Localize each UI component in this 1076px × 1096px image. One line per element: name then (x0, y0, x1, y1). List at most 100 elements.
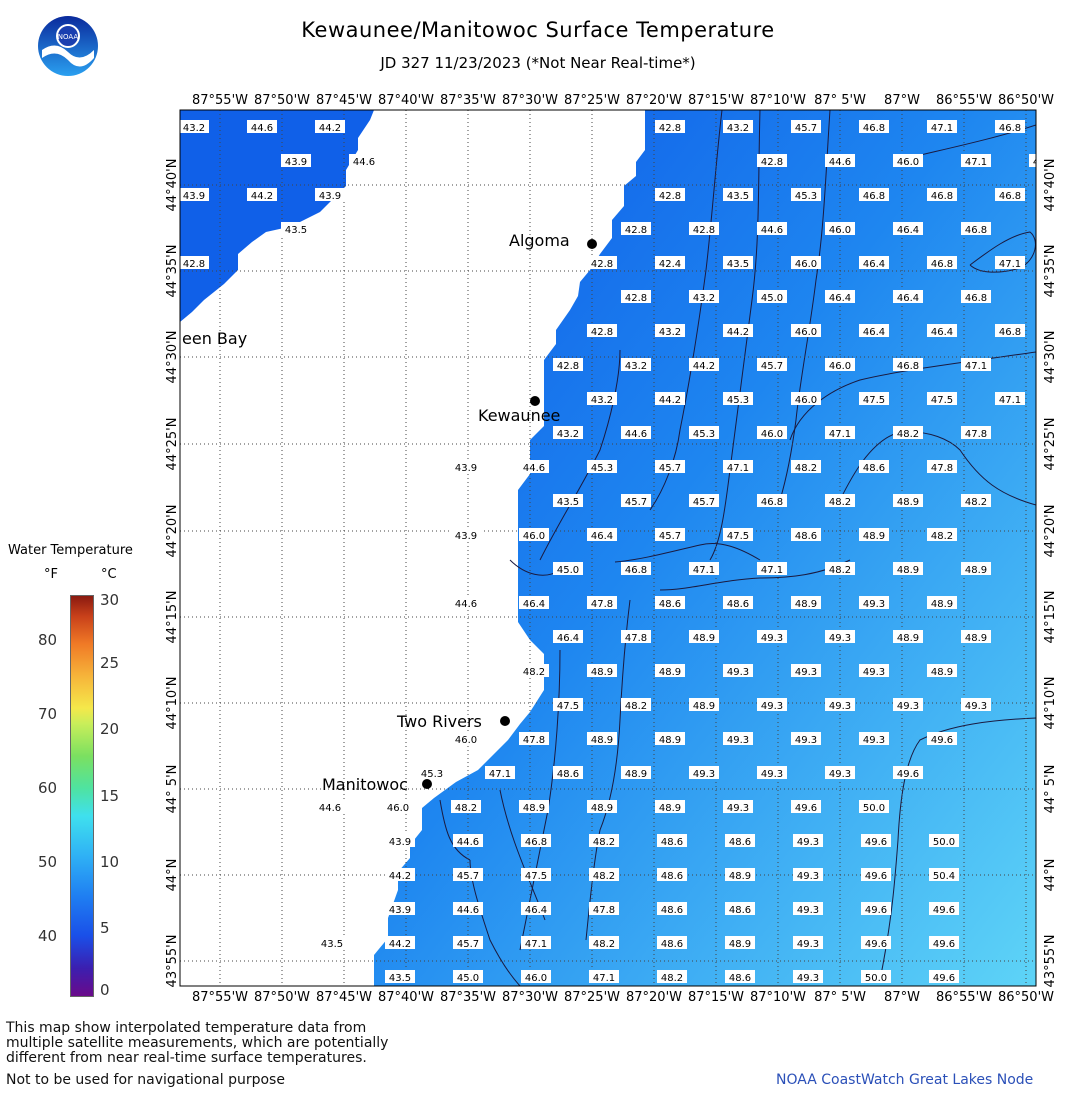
temperature-label-box (689, 494, 719, 507)
lon-tick: 87°55'W (192, 93, 248, 108)
temperature-label: 49.3 (897, 701, 919, 712)
temperature-label: 48.2 (965, 497, 987, 508)
temperature-label: 49.6 (933, 973, 955, 984)
temperature-label: 47.1 (761, 565, 783, 576)
lon-tick: 87°20'W (626, 990, 682, 1005)
green-bay-label: een Bay (182, 329, 247, 348)
temperature-label-box (689, 358, 719, 371)
temperature-label-box (927, 188, 957, 201)
temperature-label-box (657, 902, 687, 915)
lon-tick: 87°50'W (254, 93, 310, 108)
temperature-label-box (453, 902, 483, 915)
temperature-label-box (521, 936, 551, 949)
lat-tick: 44°15'N (165, 591, 180, 644)
temperature-label: 43.5 (727, 191, 749, 202)
temperature-label: 48.6 (729, 837, 751, 848)
temperature-label: 47.5 (931, 395, 953, 406)
temperature-label: 48.2 (897, 429, 919, 440)
temperature-label-box (825, 154, 855, 167)
temperature-label-box (791, 188, 821, 201)
temperature-label-box (553, 426, 583, 439)
temperature-label-box (689, 290, 719, 303)
temperature-label: 46.4 (557, 633, 579, 644)
temperature-label: 49.3 (727, 667, 749, 678)
temperature-label-box (859, 528, 889, 541)
temperature-label-box (521, 868, 551, 881)
temperature-label: 48.2 (523, 667, 545, 678)
temperature-label: 43.2 (591, 395, 613, 406)
temperature-label: 47.8 (523, 735, 545, 746)
temperature-label: 48.2 (661, 973, 683, 984)
temperature-label: 48.6 (729, 973, 751, 984)
temperature-label-box (519, 732, 549, 745)
temperature-label: 48.9 (591, 667, 613, 678)
temperature-label: 44.2 (727, 327, 749, 338)
temperature-label: 46.8 (931, 191, 953, 202)
temperature-label: 48.6 (661, 939, 683, 950)
legend-f-tick: 70 (38, 705, 58, 723)
temperature-label: 48.9 (729, 939, 751, 950)
temperature-label: 48.9 (729, 871, 751, 882)
temperature-label: 44.6 (625, 429, 647, 440)
temperature-label: 42.8 (659, 123, 681, 134)
temperature-label: 46.8 (999, 327, 1021, 338)
temperature-label-box (655, 732, 685, 745)
temperature-label: 43.5 (321, 939, 343, 950)
temperature-label: 45.3 (727, 395, 749, 406)
temperature-label: 48.6 (795, 531, 817, 542)
map-subtitle: JD 327 11/23/2023 (*Not Near Real-time*) (380, 54, 696, 72)
two-rivers-marker (500, 716, 510, 726)
temperature-label: 48.9 (897, 565, 919, 576)
temperature-label-box (757, 494, 787, 507)
temperature-label-box (417, 766, 447, 779)
temperature-label-box (929, 970, 959, 983)
legend-f-tick: 80 (38, 631, 58, 649)
lon-tick: 87°15'W (688, 990, 744, 1005)
lon-tick: 87°W (884, 990, 920, 1005)
temperature-label: 43.9 (389, 837, 411, 848)
temperature-label-box (621, 562, 651, 575)
temperature-label-box (621, 630, 651, 643)
temperature-label: 49.3 (797, 905, 819, 916)
lon-tick: 87°50'W (254, 990, 310, 1005)
temperature-label: 46.8 (625, 565, 647, 576)
lat-tick: 44°25'N (1043, 418, 1058, 471)
temperature-label-box (657, 868, 687, 881)
temperature-label: 44.6 (251, 123, 273, 134)
temperature-label: 49.6 (933, 905, 955, 916)
temperature-label-box (587, 460, 617, 473)
temperature-label: 48.6 (863, 463, 885, 474)
temperature-label-box (385, 902, 415, 915)
temperature-label: 47.1 (593, 973, 615, 984)
temperature-label: 45.7 (625, 497, 647, 508)
temperature-label: 49.6 (865, 871, 887, 882)
temperature-label-box (621, 222, 651, 235)
temperature-label: 49.3 (761, 769, 783, 780)
temperature-label-box (995, 256, 1025, 269)
map-frame (179, 109, 1037, 987)
temperature-label: 48.9 (625, 769, 647, 780)
temperature-label: 43.9 (389, 905, 411, 916)
temperature-label: 44.2 (251, 191, 273, 202)
temperature-label: 46.0 (761, 429, 783, 440)
temperature-label: 42.8 (591, 327, 613, 338)
temperature-label-box (929, 868, 959, 881)
temperature-label: 46.4 (897, 293, 919, 304)
temperature-label: 48.9 (659, 803, 681, 814)
temperature-label-box (859, 800, 889, 813)
temperature-label: 44.6 (353, 157, 375, 168)
lon-tick: 87°10'W (750, 93, 806, 108)
temperature-label-box (657, 834, 687, 847)
temperature-label-box (793, 970, 823, 983)
temperature-label: 47.5 (863, 395, 885, 406)
temperature-label-box (725, 834, 755, 847)
temperature-label: 47.1 (999, 259, 1021, 270)
temperature-label-box (791, 392, 821, 405)
temperature-label-box (453, 834, 483, 847)
temperature-label: 43.2 (557, 429, 579, 440)
city-markers (422, 239, 597, 789)
temperature-label: 44.6 (761, 225, 783, 236)
temperature-label: 46.0 (455, 735, 477, 746)
temperature-label-box (655, 596, 685, 609)
temperature-label-box (621, 426, 651, 439)
